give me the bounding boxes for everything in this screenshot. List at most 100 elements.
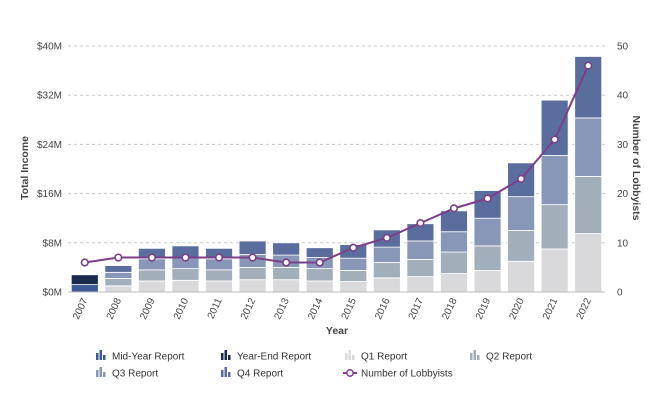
legend-swatch — [345, 353, 348, 360]
bar-segment-q1-report[interactable] — [138, 280, 166, 293]
legend-label: Number of Lobbyists — [361, 369, 453, 380]
y-right-tick-label: 30 — [617, 140, 629, 151]
lobbyists-point[interactable] — [449, 204, 459, 213]
lobbyists-point[interactable] — [181, 253, 190, 262]
legend-swatch — [228, 355, 231, 360]
y-left-tick-label: $32M — [37, 91, 62, 102]
legend-swatch — [470, 353, 473, 360]
bar-segment-q2-report[interactable] — [171, 268, 200, 281]
bar-segment-q3-report[interactable] — [104, 271, 133, 279]
bar-segment-q1-report[interactable] — [440, 273, 468, 293]
bar-segment-q2-report[interactable] — [507, 230, 535, 262]
bar-segment-q2-report[interactable] — [372, 262, 401, 279]
bar-segment-q4-report[interactable] — [272, 242, 301, 256]
legend-item-q2-report[interactable]: Q2 Report — [470, 350, 532, 363]
legend-item-mid-year-report[interactable]: Mid-Year Report — [96, 350, 185, 363]
line-series — [80, 61, 593, 267]
bar-segment-q2-report[interactable] — [574, 175, 603, 234]
legend-swatch — [99, 367, 102, 377]
lobbyists-point[interactable] — [248, 253, 257, 262]
bar-segment-q4-report[interactable] — [238, 240, 267, 255]
lobbyists-point[interactable] — [80, 258, 89, 267]
legend-swatch — [99, 350, 102, 360]
bar-segment-q2-report[interactable] — [205, 269, 233, 282]
bar-segment-q3-report[interactable] — [339, 257, 368, 271]
bar-segment-q3-report[interactable] — [372, 246, 401, 263]
bar-segment-year-end-report[interactable] — [70, 274, 99, 286]
legend-swatch — [346, 369, 354, 377]
bar-segment-q4-report[interactable] — [104, 265, 133, 273]
legend-item-year-end-report[interactable]: Year-End Report — [221, 350, 311, 363]
lobbyists-point[interactable] — [349, 243, 358, 252]
legend-label: Q1 Report — [361, 352, 407, 363]
lobbyists-point[interactable] — [147, 253, 157, 262]
bar-segment-q1-report[interactable] — [104, 285, 133, 293]
legend-swatch — [473, 350, 476, 360]
bar-segment-q3-report[interactable] — [540, 155, 569, 206]
y-left-tick-label: $16M — [37, 189, 62, 200]
bar-segment-q2-report[interactable] — [305, 268, 334, 282]
y-left-tick-label: $8M — [43, 238, 62, 249]
bar-segment-q1-report[interactable] — [574, 233, 603, 293]
bar-segment-q1-report[interactable] — [272, 279, 301, 293]
bar-segment-q2-report[interactable] — [104, 278, 133, 287]
x-tick-label: 2011 — [206, 296, 225, 321]
bar-segment-q3-report[interactable] — [507, 196, 535, 231]
lobbyists-point[interactable] — [282, 258, 291, 267]
bar-segment-q2-report[interactable] — [540, 204, 569, 250]
legend-item-q1-report[interactable]: Q1 Report — [345, 350, 407, 363]
lobbyists-point[interactable] — [214, 253, 224, 262]
bar-segment-q2-report[interactable] — [238, 266, 267, 281]
bar-segment-q2-report[interactable] — [138, 269, 166, 282]
y-right-tick-label: 20 — [617, 189, 629, 200]
bar-segment-q1-report[interactable] — [305, 280, 334, 293]
lobbyists-point[interactable] — [382, 233, 391, 242]
bar-segment-q1-report[interactable] — [507, 260, 535, 293]
lobbyists-point[interactable] — [416, 219, 425, 228]
legend-label: Q2 Report — [486, 352, 532, 363]
lobbyists-point[interactable] — [516, 174, 526, 183]
bar-segment-q2-report[interactable] — [440, 251, 468, 274]
legend-swatch — [103, 355, 106, 360]
lobbyists-point[interactable] — [114, 253, 123, 262]
bar-segment-q1-report[interactable] — [473, 270, 502, 293]
legend-swatch — [221, 370, 224, 377]
x-tick-label: 2016 — [373, 296, 393, 321]
bar-segment-q3-report[interactable] — [440, 231, 468, 253]
bar-segment-mid-year-report[interactable] — [70, 284, 99, 293]
x-tick-label: 2008 — [105, 296, 125, 321]
bar-segment-q4-report[interactable] — [305, 247, 334, 258]
x-tick-label: 2015 — [340, 296, 360, 321]
bar-segment-q1-report[interactable] — [339, 281, 368, 293]
bar-segment-q2-report[interactable] — [473, 245, 502, 271]
bar-segment-q3-report[interactable] — [473, 217, 502, 247]
lobbyists-point[interactable] — [550, 135, 559, 144]
bar-segment-q1-report[interactable] — [406, 276, 435, 293]
lobbyists-point[interactable] — [584, 61, 593, 70]
y-left-tick-label: $24M — [37, 140, 62, 151]
legend-item-number-of-lobbyists[interactable]: Number of Lobbyists — [343, 369, 453, 380]
bar-segment-q1-report[interactable] — [238, 279, 267, 293]
legend-swatch — [477, 355, 480, 360]
bar-segment-q4-report[interactable] — [440, 210, 468, 233]
bar-segment-q1-report[interactable] — [171, 279, 200, 293]
bar-segment-q2-report[interactable] — [272, 266, 301, 281]
lobbyists-point[interactable] — [483, 194, 492, 203]
bar-segment-q1-report[interactable] — [540, 248, 569, 293]
bar-segment-q2-report[interactable] — [339, 270, 368, 282]
bar-segment-q2-report[interactable] — [406, 259, 435, 278]
legend-swatch — [103, 372, 106, 377]
bar-segment-q1-report[interactable] — [205, 280, 233, 293]
legend-swatch — [224, 367, 227, 377]
lobbyists-point[interactable] — [315, 258, 324, 267]
x-tick-label: 2007 — [71, 296, 91, 321]
y-right-tick-label: 40 — [617, 91, 629, 102]
bar-segment-q1-report[interactable] — [372, 277, 401, 293]
bar-segment-q4-report[interactable] — [540, 99, 569, 156]
bar-segment-q3-report[interactable] — [406, 240, 435, 260]
bar-segment-q3-report[interactable] — [574, 117, 603, 177]
legend-item-q3-report[interactable]: Q3 Report — [96, 367, 158, 380]
y-right-tick-label: 50 — [617, 42, 629, 53]
legend-item-q4-report[interactable]: Q4 Report — [221, 367, 283, 380]
